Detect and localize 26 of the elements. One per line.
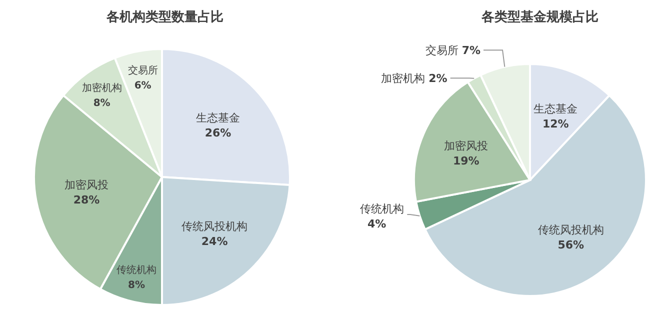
slice-label: 交易所: [425, 44, 458, 58]
data-label: 19%: [452, 154, 480, 168]
data-label: 8%: [128, 280, 146, 292]
slice-label: 加密机构: [381, 72, 426, 86]
slice-label: 生态基金: [196, 111, 240, 124]
data-label: 6%: [134, 80, 152, 92]
slice-label: 交易所: [128, 64, 158, 76]
data-label: 56%: [558, 238, 584, 252]
data-label: 2%: [428, 72, 448, 86]
data-label: 7%: [462, 44, 481, 58]
slice-label: 生态基金: [534, 102, 578, 116]
slice-label: 加密风投: [64, 178, 109, 192]
slice-label: 加密风投: [444, 139, 488, 152]
chart-title: 各机构类型数量占比: [106, 9, 224, 26]
slice-label: 加密机构: [82, 82, 122, 94]
chart-title: 各类型基金规模占比: [480, 9, 600, 26]
slice-label: 传统机构: [360, 202, 404, 216]
data-label: 26%: [204, 126, 232, 140]
data-label: 24%: [201, 234, 228, 248]
slice-label: 传统机构: [116, 264, 157, 276]
data-label: 12%: [542, 117, 569, 130]
slice-label: 传统风投机构: [538, 223, 604, 236]
data-label: 28%: [73, 193, 100, 206]
data-label: 8%: [93, 98, 110, 110]
data-label: 4%: [367, 218, 386, 231]
slice-label: 传统风投机构: [182, 220, 248, 233]
